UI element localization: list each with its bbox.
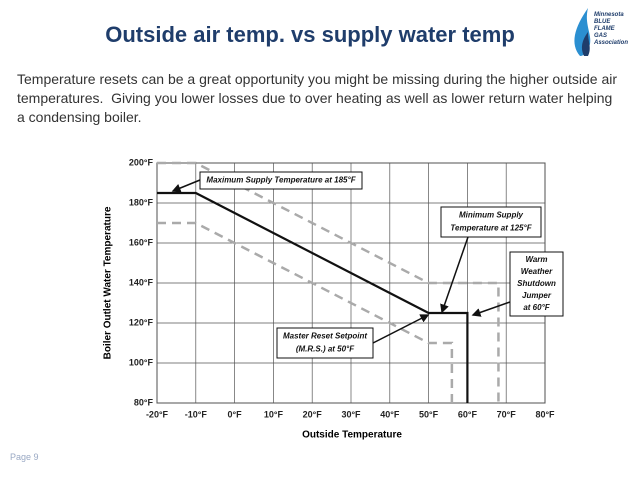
- x-tick-label: 40°F: [380, 409, 400, 419]
- annotation-box: [199, 171, 363, 190]
- logo-text: Minnesota BLUE FLAME GAS Association: [594, 12, 628, 47]
- slide-title: Outside air temp. vs supply water temp: [105, 22, 515, 47]
- paragraph-line: Temperature resets can be a great opport…: [17, 71, 618, 87]
- y-tick-label: 180°F: [129, 197, 154, 207]
- paragraph-line: temperatures. Giving you lower losses du…: [17, 90, 613, 106]
- y-tick-label: 80°F: [134, 397, 154, 407]
- x-tick-label: 0°F: [228, 409, 243, 419]
- annotation-text: Master Reset Setpoint: [283, 332, 367, 341]
- series-line: [157, 191, 469, 403]
- annotation-text: Jumper: [522, 291, 552, 300]
- x-tick-label: 70°F: [497, 409, 517, 419]
- y-tick-label: 120°F: [129, 317, 154, 327]
- logo-line: FLAME: [594, 26, 615, 32]
- flame-inner: [581, 32, 590, 56]
- series-line: [157, 161, 500, 403]
- y-tick-label: 140°F: [129, 277, 154, 287]
- logo-line: Minnesota: [594, 12, 624, 18]
- annotation-arrow: [440, 236, 469, 314]
- x-tick-label: 20°F: [303, 409, 323, 419]
- paragraph: Temperature resets can be a great opport…: [17, 70, 617, 127]
- paragraph-line: a condensing boiler.: [17, 109, 142, 125]
- x-axis-label: Outside Temperature: [302, 430, 402, 441]
- page-number: Page 9: [10, 452, 39, 462]
- annotation-box: [440, 206, 542, 238]
- annotation-text: Maximum Supply Temperature at 185°F: [206, 176, 356, 185]
- annotation-text: Shutdown: [517, 279, 556, 288]
- x-tick-label: 60°F: [458, 409, 478, 419]
- logo-line: GAS: [594, 33, 608, 39]
- annotation-text: at 60°F: [523, 303, 550, 312]
- logo-icon: [574, 8, 591, 56]
- annotation-text: (M.R.S.) at 50°F: [296, 345, 355, 354]
- y-axis-label: Boiler Outlet Water Temperature: [103, 206, 114, 359]
- annotation-text: Weather: [521, 267, 553, 276]
- annotation-text: Temperature at 125°F: [450, 224, 532, 233]
- x-tick-label: -20°F: [146, 409, 169, 419]
- logo-line: BLUE: [594, 19, 611, 25]
- y-tick-label: 160°F: [129, 237, 154, 247]
- annotation-text: Warm: [525, 255, 547, 264]
- x-tick-label: 80°F: [535, 409, 555, 419]
- logo-line: Association: [594, 40, 629, 46]
- annotation-box: [509, 251, 564, 317]
- x-tick-label: 50°F: [419, 409, 439, 419]
- annotation-arrow: [171, 179, 201, 193]
- x-tick-label: 10°F: [264, 409, 284, 419]
- annotation-box: [276, 327, 374, 359]
- annotation-arrow: [471, 301, 511, 317]
- annotation-arrow: [372, 314, 430, 344]
- y-tick-label: 100°F: [129, 357, 154, 367]
- y-tick-label: 200°F: [129, 157, 154, 167]
- x-tick-label: 30°F: [341, 409, 361, 419]
- annotation-text: Minimum Supply: [459, 211, 524, 220]
- x-tick-label: -10°F: [185, 409, 208, 419]
- series-line: [157, 221, 454, 403]
